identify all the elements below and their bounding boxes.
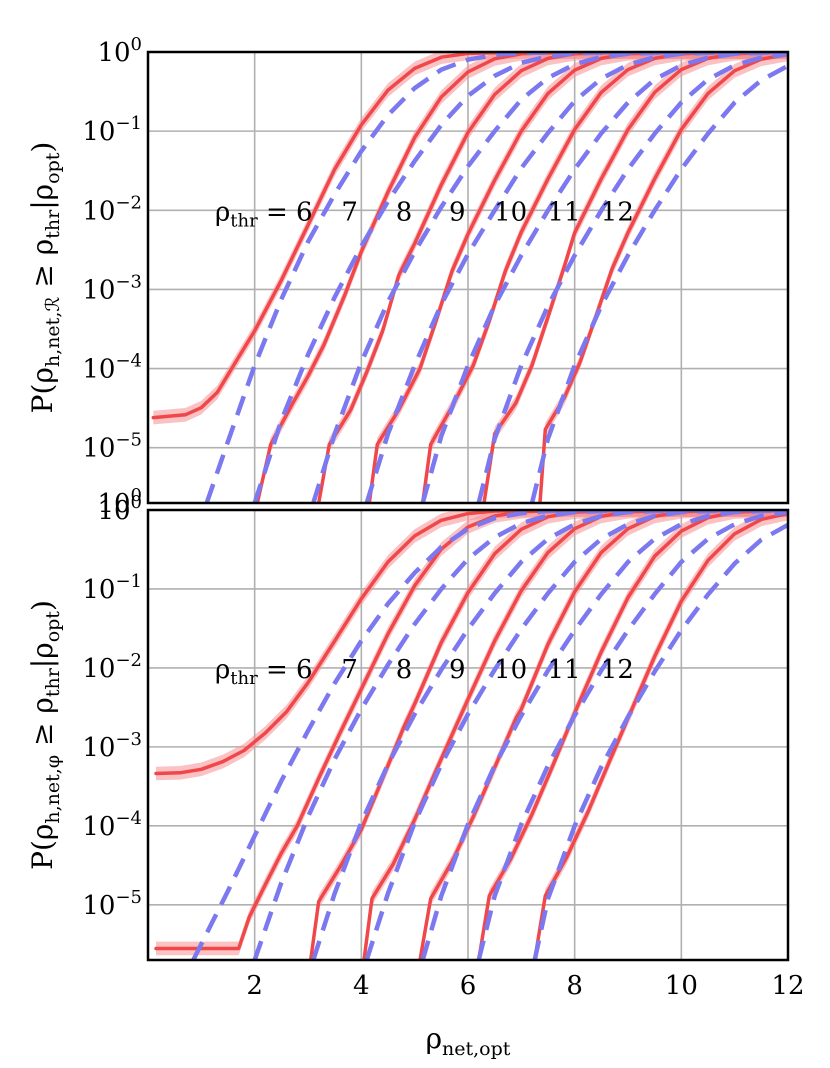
analytic-curve-thr-6 [204, 52, 788, 503]
y-tick-labels: 10−1 10−2 10−3 10−4 10−5 100 [82, 492, 142, 921]
analytic-curve-thr-9 [364, 510, 788, 960]
simulated-curve-thr-12 [532, 511, 788, 960]
x-tick-label: 10 [665, 971, 698, 1001]
simulated-curve-thr-11 [476, 510, 788, 960]
simulated-curve-thr-7 [154, 510, 788, 951]
threshold-label: 7 [341, 197, 358, 227]
y-tick-label: 100 [97, 492, 142, 526]
threshold-labels: ρthr = 6 7 8 9 10 11 12 [215, 197, 634, 231]
analytic-curve-thr-7 [252, 52, 788, 503]
y-tick-label: 10−2 [82, 650, 142, 684]
y-tick-label: 100 [97, 34, 142, 68]
x-tick-label: 6 [460, 971, 477, 1001]
axes-frame [146, 50, 790, 505]
x-tick-label: 2 [246, 971, 263, 1001]
y-tick-label: 10−1 [82, 571, 142, 605]
threshold-label: 10 [494, 655, 527, 685]
y-tick-label: 10−1 [82, 113, 142, 147]
analytic-curve-thr-11 [476, 510, 788, 960]
y-tick-label: 100 [97, 485, 142, 519]
y-tick-label: 10−3 [82, 729, 142, 763]
top-panel: 100 10−1 10−2 10−3 10−4 10−5 100 P(ρh,net,ℛ ≥ ρ… [26, 34, 790, 519]
threshold-label: 8 [396, 197, 413, 227]
uncertainty-band-thr-10 [420, 510, 788, 960]
analytic-curve-thr-10 [420, 510, 788, 960]
x-axis: 2 4 6 8 10 12 [246, 971, 804, 1001]
y-tick-label: 10−3 [82, 271, 142, 305]
analytic-curve-thr-9 [364, 52, 788, 503]
axes-frame [146, 508, 790, 962]
threshold-labels: ρthr = 6 7 8 9 10 11 12 [215, 655, 634, 689]
uncertainty-band-thr-11 [478, 510, 788, 960]
threshold-label: 10 [494, 197, 527, 227]
bottom-panel: 10−1 10−2 10−3 10−4 10−5 100 P(ρh,net,φ ≥ ρthr… [26, 492, 790, 962]
threshold-label: ρthr = 6 [215, 655, 313, 689]
y-tick-label: 10−5 [82, 887, 142, 921]
analytic-curve-thr-8 [311, 52, 788, 503]
y-tick-label: 10−4 [82, 351, 142, 385]
threshold-label: ρthr = 6 [215, 197, 313, 231]
simulated-curve-thr-9 [362, 510, 788, 960]
x-tick-label: 12 [771, 971, 804, 1001]
uncertainty-band-thr-6 [156, 510, 788, 781]
grid [148, 510, 788, 960]
threshold-label: 12 [601, 197, 634, 227]
threshold-label: 12 [601, 655, 634, 685]
analytic-curve-thr-12 [532, 522, 788, 960]
uncertainty-band-thr-12 [534, 510, 788, 960]
y-tick-label: 10−5 [82, 430, 142, 464]
threshold-label: 11 [547, 655, 580, 685]
x-tick-label: 8 [566, 971, 583, 1001]
y-tick-labels: 100 10−1 10−2 10−3 10−4 10−5 100 [82, 34, 142, 519]
simulated-curve-thr-6 [151, 52, 788, 420]
threshold-label: 8 [396, 655, 413, 685]
uncertainty-band-thr-12 [540, 52, 788, 503]
simulated-curve-thr-6 [154, 510, 788, 776]
analytic-curve-thr-8 [311, 510, 788, 960]
analytic-curve-thr-6 [191, 510, 788, 960]
analytic-curve-thr-12 [529, 63, 788, 503]
analytic-curve-thr-7 [252, 510, 788, 960]
threshold-label: 9 [449, 655, 466, 685]
y-axis-label: P(ρh,net,ℛ ≥ ρthr|ρopt) [26, 142, 64, 414]
uncertainty-band-thr-7 [156, 510, 788, 956]
threshold-label: 11 [547, 197, 580, 227]
x-tick-label: 4 [353, 971, 370, 1001]
y-tick-label: 10−2 [82, 192, 142, 226]
y-axis-label: P(ρh,net,φ ≥ ρthr|ρopt) [26, 600, 64, 870]
analytic-curve-thr-10 [420, 52, 788, 503]
threshold-label: 7 [341, 655, 358, 685]
y-tick-label: 10−4 [82, 808, 142, 842]
uncertainty-band-thr-6 [153, 52, 788, 425]
x-axis-label: ρnet,opt [426, 1022, 511, 1060]
threshold-label: 9 [449, 197, 466, 227]
